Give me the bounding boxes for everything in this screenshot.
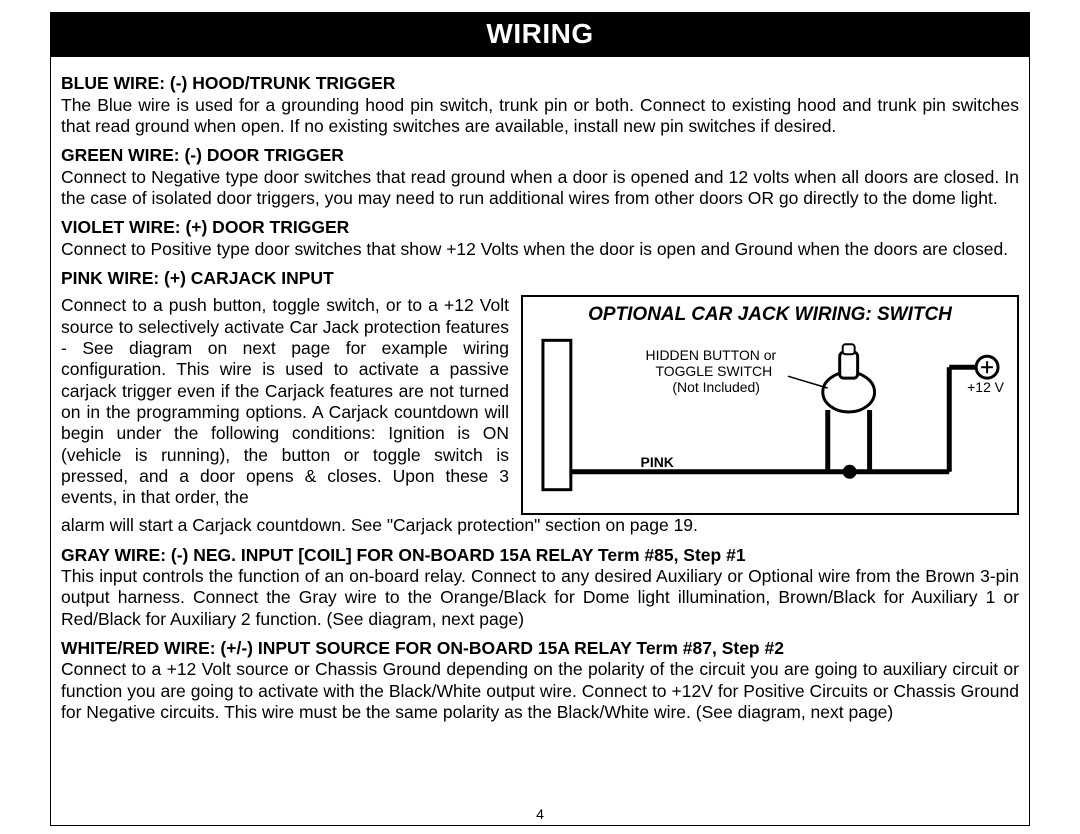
- section-body: Connect to Positive type door switches t…: [61, 239, 1019, 260]
- content-area: BLUE WIRE: (-) HOOD/TRUNK TRIGGER The Bl…: [51, 57, 1029, 723]
- section-body: The Blue wire is used for a grounding ho…: [61, 95, 1019, 138]
- diagram-container: OPTIONAL CAR JACK WIRING: SWITCH: [521, 295, 1019, 515]
- pink-body-after: alarm will start a Carjack countdown. Se…: [61, 515, 1019, 536]
- pink-label: PINK: [641, 454, 674, 470]
- wiring-diagram: OPTIONAL CAR JACK WIRING: SWITCH: [521, 295, 1019, 515]
- diagram-title: OPTIONAL CAR JACK WIRING: SWITCH: [531, 303, 1009, 326]
- section-heading: GREEN WIRE: (-) DOOR TRIGGER: [61, 145, 1019, 166]
- section-heading: BLUE WIRE: (-) HOOD/TRUNK TRIGGER: [61, 73, 1019, 94]
- pink-body-left: Connect to a push button, toggle switch,…: [61, 295, 509, 515]
- volt-label: +12 V: [967, 380, 1005, 396]
- section-heading: VIOLET WIRE: (+) DOOR TRIGGER: [61, 217, 1019, 238]
- two-column-row: Connect to a push button, toggle switch,…: [61, 295, 1019, 515]
- page-frame: WIRING BLUE WIRE: (-) HOOD/TRUNK TRIGGER…: [50, 12, 1030, 826]
- section-heading: PINK WIRE: (+) CARJACK INPUT: [61, 268, 1019, 289]
- section-body: Connect to Negative type door switches t…: [61, 167, 1019, 210]
- hidden-label-3: (Not Included): [672, 380, 760, 396]
- hidden-label-2: TOGGLE SWITCH: [655, 364, 772, 380]
- page-title: WIRING: [51, 13, 1029, 57]
- section-heading: GRAY WIRE: (-) NEG. INPUT [COIL] FOR ON-…: [61, 545, 1019, 566]
- section-body: Connect to a +12 Volt source or Chassis …: [61, 659, 1019, 723]
- hidden-label-1: HIDDEN BUTTON or: [646, 348, 777, 364]
- section-heading: WHITE/RED WIRE: (+/-) INPUT SOURCE FOR O…: [61, 638, 1019, 659]
- section-body: This input controls the function of an o…: [61, 566, 1019, 630]
- diagram-svg: HIDDEN BUTTON or TOGGLE SWITCH (Not Incl…: [531, 332, 1009, 502]
- page-number: 4: [51, 806, 1029, 823]
